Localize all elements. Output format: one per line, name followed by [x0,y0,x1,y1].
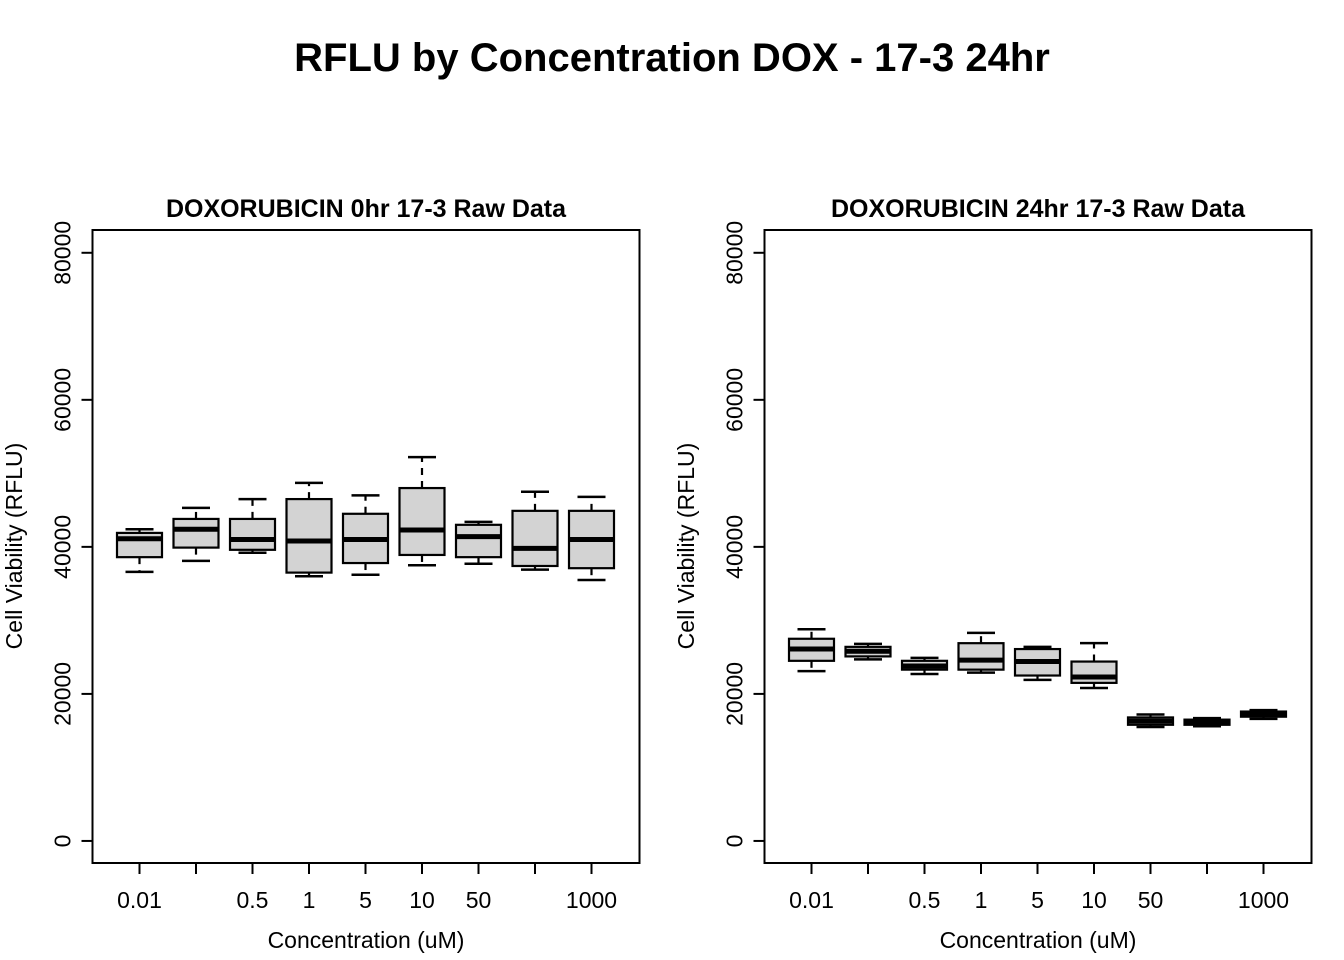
x-tick-label: 10 [409,887,435,913]
boxplot-group [957,631,1005,674]
y-tick-label: 60000 [50,368,76,432]
y-axis: 0 20000 40000 60000 80000 [50,221,93,848]
panel-title-0hr: DOXORUBICIN 0hr 17-3 Raw Data [166,195,567,223]
boxplot-group [900,656,949,676]
x-tick-label: 0.5 [909,887,941,913]
box-rect [957,642,1005,671]
box-rect [454,523,503,559]
box-rect [228,517,277,551]
y-tick-label: 0 [50,835,76,848]
boxplot-group [1013,645,1062,682]
y-tick-label: 80000 [722,221,748,285]
box-rect [511,509,559,568]
boxplot-group [454,520,503,566]
y-tick-label: 0 [722,835,748,848]
box-rect [172,517,220,549]
plot-border [763,229,1313,864]
x-tick-label: 0.5 [237,887,269,913]
panel-title-24hr: DOXORUBICIN 24hr 17-3 Raw Data [831,195,1246,223]
boxplot-group [1239,708,1288,721]
box-rect [285,497,333,574]
y-axis: 0 20000 40000 60000 80000 [722,221,765,848]
box-rect [398,486,446,557]
y-tick-label: 60000 [722,368,748,432]
x-tick-label: 1 [975,887,988,913]
boxplot-group [398,455,446,567]
boxplot-group [228,497,277,554]
y-tick-label: 80000 [50,221,76,285]
x-tick-label: 0.01 [117,887,162,913]
boxplot-group [511,490,559,571]
y-tick-label: 40000 [722,515,748,579]
boxplot-group [172,506,220,563]
boxplot-group [285,481,333,578]
main-title: RFLU by Concentration DOX - 17-3 24hr [294,36,1050,80]
x-tick-label: 5 [359,887,372,913]
x-tick-label: 5 [1031,887,1044,913]
y-axis-label: Cell Viability (RFLU) [1,443,27,650]
boxplot-group [787,627,836,673]
boxplots [115,455,616,582]
boxplot-group [567,495,616,582]
panel-0hr: DOXORUBICIN 0hr 17-3 Raw Data 0 20000 4000… [1,195,641,953]
x-tick-label: 0.01 [789,887,834,913]
x-axis-label: Concentration (uM) [940,927,1137,953]
x-tick-label: 1 [303,887,316,913]
x-tick-label: 1000 [566,887,617,913]
x-tick-label: 50 [1138,887,1164,913]
boxplot-group [1126,713,1175,729]
x-tick-label: 1000 [1238,887,1289,913]
x-axis: 0.01 0.5 1 5 10 50 1000 [789,863,1289,913]
y-tick-label: 20000 [50,662,76,726]
x-axis-label: Concentration (uM) [268,927,465,953]
boxplot-group [115,527,164,574]
y-axis-label: Cell Viability (RFLU) [673,443,699,650]
y-tick-label: 20000 [722,662,748,726]
x-tick-label: 50 [466,887,492,913]
boxplot-group [844,642,892,661]
boxplot-group [1070,641,1118,690]
boxplot-group [1183,716,1231,728]
boxplot-group [341,494,390,577]
x-axis: 0.01 0.5 1 5 10 50 1000 [117,863,617,913]
y-tick-label: 40000 [50,515,76,579]
box-rect [1070,660,1118,684]
panel-24hr: DOXORUBICIN 24hr 17-3 Raw Data 0 20000 400… [673,195,1313,953]
x-tick-label: 10 [1081,887,1107,913]
boxplots [787,627,1288,729]
